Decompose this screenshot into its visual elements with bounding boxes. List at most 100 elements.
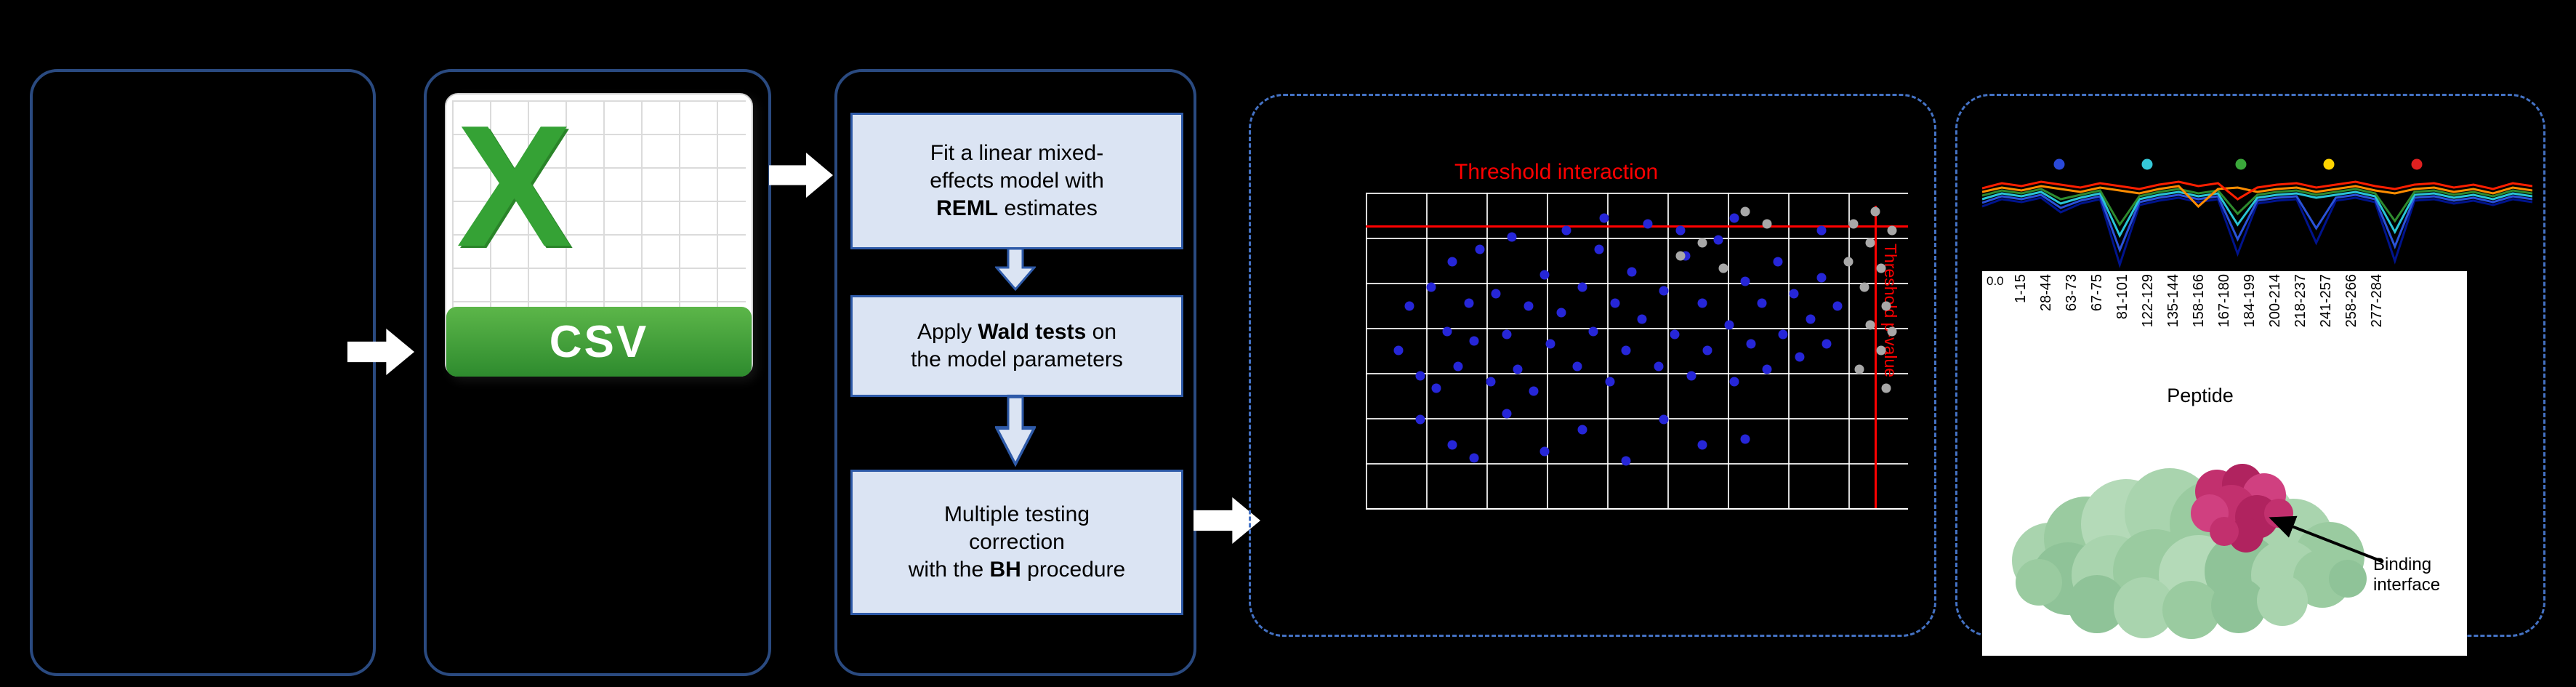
y-axis-tick: 0.0 [1987, 274, 2004, 288]
scatter-point [1675, 225, 1686, 236]
series-line-cyan [1982, 190, 2532, 238]
scatter-point [1539, 446, 1550, 457]
series-line-red [1982, 180, 2532, 201]
step-text: Fit a linear mixed- [930, 141, 1104, 166]
csv-label: CSV [446, 307, 752, 377]
scatter-point [1848, 219, 1859, 229]
scatter-point [1393, 345, 1404, 355]
scatter-point [1740, 206, 1750, 217]
step-text: the model parameters [911, 347, 1123, 371]
peptide-tick-label: 122-129 [2140, 274, 2156, 328]
scatter-point [1556, 308, 1566, 318]
scatter-point [1887, 326, 1897, 337]
scatter-point [1881, 383, 1891, 393]
volcano-title: Threshold interaction [1454, 160, 1659, 184]
condition-marker-dot [2235, 158, 2247, 170]
peptide-profile-chart [1982, 158, 2532, 268]
peptide-tick: 200-214 [2263, 274, 2288, 327]
scatter-point [1599, 213, 1609, 223]
peptide-tick-label: 167-180 [2216, 274, 2232, 328]
scatter-point [1865, 320, 1875, 330]
peptide-tick-label: 28-44 [2038, 274, 2054, 312]
scatter-point [1876, 345, 1886, 355]
scatter-point [1865, 238, 1875, 248]
scatter-point [1740, 434, 1750, 444]
flow-step-box-1 [30, 69, 376, 676]
scatter-point [1724, 320, 1734, 330]
scatter-point [1746, 339, 1756, 349]
peptide-tick: 218-237 [2288, 274, 2314, 327]
scatter-point [1870, 206, 1880, 217]
step-text: effects model with [930, 169, 1104, 193]
volcano-plot: Threshold interaction Threshold p-value [1366, 158, 1908, 512]
scatter-point [1507, 232, 1517, 242]
peptide-tick-label: 184-199 [2242, 274, 2258, 328]
peptide-tick-label: 218-237 [2293, 274, 2309, 328]
scatter-point [1621, 456, 1631, 466]
scatter-point [1475, 244, 1485, 254]
condition-marker-dot [2411, 158, 2423, 170]
peptide-tick-labels: 1-15 28-44 63-73 67-75 81-101 122-129 135-144 1… [2008, 274, 2390, 327]
scatter-point [1778, 329, 1788, 340]
peptide-tick-label: 277-284 [2369, 274, 2385, 328]
series-line-green [1982, 188, 2532, 227]
peptide-tick: 184-199 [2237, 274, 2263, 327]
peptide-axis-panel: 0.0 1-15 28-44 63-73 67-75 81-101 122-129 135-… [1982, 271, 2467, 656]
peptide-tick: 158-166 [2186, 274, 2212, 327]
scatter-point [1675, 251, 1686, 261]
scatter-point [1469, 336, 1479, 346]
scatter-point [1854, 364, 1864, 374]
step-text: on [1086, 320, 1117, 345]
peptide-tick-label: 158-166 [2191, 274, 2207, 328]
scatter-point [1832, 301, 1843, 311]
series-line-navy [1982, 196, 2532, 268]
csv-file-icon: X CSV [445, 93, 753, 377]
scatter-point [1545, 339, 1555, 349]
x-axis-title: Peptide [2167, 385, 2234, 406]
scatter-point [1561, 225, 1571, 236]
scatter-point [1594, 244, 1604, 254]
step-text-bold: BH [989, 557, 1021, 582]
scatter-point [1605, 377, 1615, 387]
scatter-point [1426, 282, 1436, 292]
scatter-point [1762, 364, 1772, 374]
scatter-point [1670, 329, 1680, 340]
scatter-point [1697, 440, 1707, 450]
flow-step-box-stats: Fit a linear mixed- effects model with R… [834, 69, 1196, 676]
peptide-tick-label: 258-266 [2343, 274, 2359, 328]
condition-marker-dot [2141, 158, 2153, 170]
threshold-interaction-line [1366, 225, 1908, 228]
peptide-tick-label: 200-214 [2267, 274, 2283, 328]
condition-marker-dot [2053, 158, 2065, 170]
step-text: with the [908, 557, 990, 582]
peptide-tick-label: 67-75 [2089, 274, 2105, 312]
result-box-peptides: 0.0 1-15 28-44 63-73 67-75 81-101 122-129 135-… [1955, 94, 2545, 656]
step-wald: Apply Wald tests on the model parameters [850, 295, 1183, 397]
scatter-point [1577, 425, 1587, 434]
scatter-point [1881, 301, 1891, 311]
scatter-point [1757, 298, 1767, 308]
down-arrow-icon [995, 394, 1036, 467]
peptide-tick-label: 241-257 [2318, 274, 2334, 328]
scatter-point [1621, 345, 1631, 355]
scatter-point [1404, 301, 1414, 311]
step-text: Multiple testing [943, 502, 1090, 527]
condition-marker-dot [2323, 158, 2335, 170]
scatter-point [1729, 377, 1739, 387]
scatter-point [1431, 383, 1441, 393]
scatter-point [1588, 326, 1598, 337]
peptide-tick-label: 135-144 [2165, 274, 2181, 328]
step-text-bold: REML [936, 196, 999, 220]
step-bh: Multiple testing correction with the BH … [850, 470, 1183, 615]
excel-x-glyph: X [456, 93, 572, 283]
scatter-point [1773, 257, 1783, 267]
step-text: correction [969, 530, 1065, 555]
scatter-point [1876, 263, 1886, 273]
peptide-tick: 1-15 [2008, 274, 2034, 303]
peptide-tick: 135-144 [2161, 274, 2186, 327]
scatter-point [1491, 289, 1501, 299]
step-text-bold: Wald tests [978, 320, 1087, 345]
scatter-point [1789, 289, 1799, 299]
scatter-point [1577, 282, 1587, 292]
